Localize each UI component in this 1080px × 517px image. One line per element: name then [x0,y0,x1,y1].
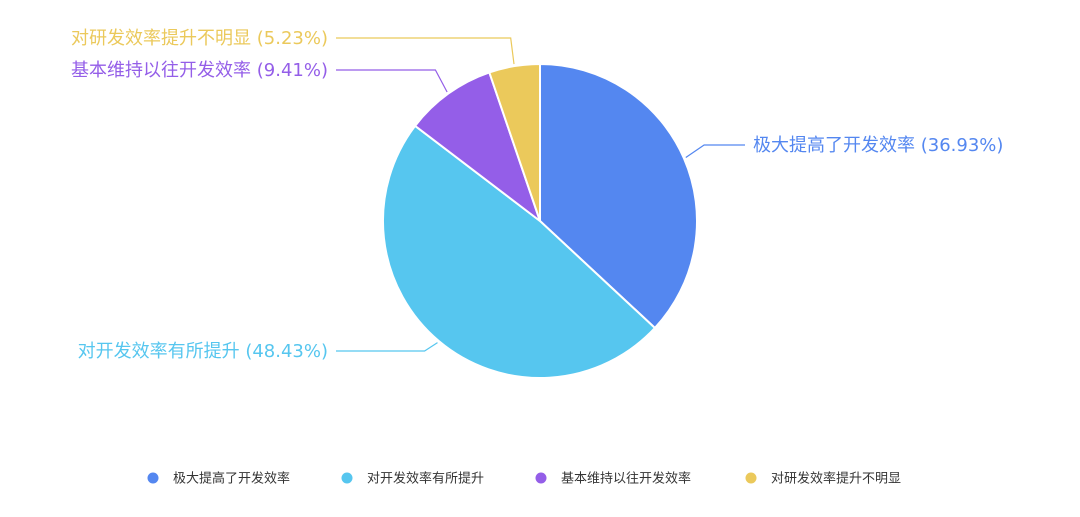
slice-1-wedge[interactable] [539,62,698,330]
slice-1-label: 极大提高了开发效率 (36.93%) [753,135,1003,156]
slice-4-wedge[interactable] [488,62,541,222]
legend-marker-2 [341,472,353,484]
legend-label-1: 极大提高了开发效率 [173,471,290,487]
legend-label-2: 对开发效率有所提升 [367,471,484,487]
slice-2-leader-line [336,342,438,352]
legend-item-3[interactable]: 基本维持以往开发效率 [535,471,692,487]
slice-2-wedge[interactable] [381,124,657,379]
slice-1-leader-line [685,144,745,158]
legend-item-1[interactable]: 极大提高了开发效率 [147,471,291,487]
legend-label-4: 对研发效率提升不明显 [771,471,901,487]
legend-marker-1 [147,472,159,484]
slice-3-leader-line [336,69,448,93]
legend-marker-4 [745,472,757,484]
slice-3-wedge[interactable] [413,71,543,224]
legend-item-4[interactable]: 对研发效率提升不明显 [745,471,902,487]
legend-label-3: 基本维持以往开发效率 [561,471,691,487]
legend-item-2[interactable]: 对开发效率有所提升 [341,471,485,487]
pie-slices [381,62,698,379]
legend[interactable]: 极大提高了开发效率 对开发效率有所提升 基本维持以往开发效率 对研发效率提升不明显 [147,471,902,487]
slice-2-label: 对开发效率有所提升 (48.43%) [78,341,328,362]
slice-4-leader-line [336,37,515,65]
slice-4-label: 对研发效率提升不明显 (5.23%) [71,28,328,49]
slice-3-label: 基本维持以往开发效率 (9.41%) [71,60,328,81]
slice-labels: 极大提高了开发效率 (36.93%) 对开发效率有所提升 (48.43%) 基本维持… [71,28,1003,362]
leader-lines [336,37,745,352]
legend-marker-3 [535,472,547,484]
